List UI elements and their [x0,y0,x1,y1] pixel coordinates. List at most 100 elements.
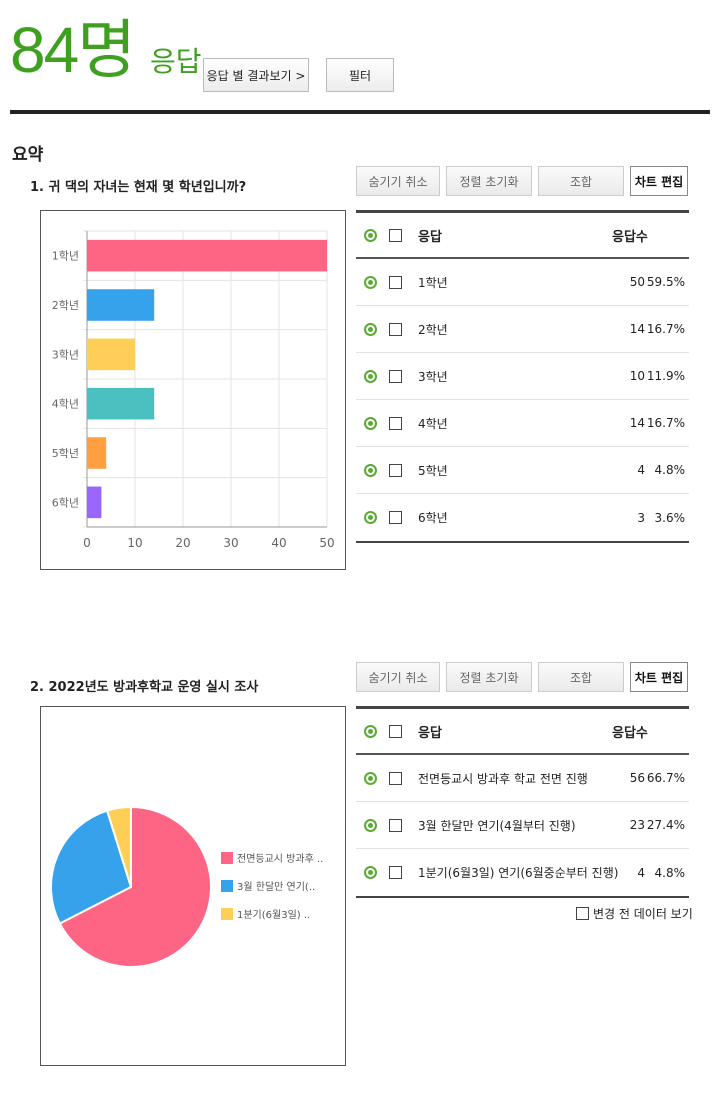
pie-slice [58,805,212,968]
row-checkbox[interactable] [389,771,402,785]
row-checkbox[interactable] [389,463,402,477]
bar [87,289,155,321]
response-count: 4 [637,865,645,880]
row-checkbox[interactable] [389,369,402,383]
q1-chart-frame: 1학년 2학년 3학년 4학년 5학년 6학년 0 10 20 30 40 50 [40,210,346,570]
y-tick-label: 6학년 [52,496,79,509]
q1-response-table: 응답 응답수 1학년 50 59.5% 2학년 14 16.7% 3학년 10 11.9% 4학년… [356,210,689,543]
response-label: 1학년 [418,275,448,290]
legend-swatch [221,908,233,920]
q1-combine-button[interactable]: 조합 [538,166,624,196]
show-before-change-label: 변경 전 데이터 보기 [593,907,693,921]
response-count: 50 [629,275,645,289]
response-count: 84명 [10,14,136,86]
response-percent: 3.6% [654,510,686,525]
legend-swatch [221,852,233,864]
eye-icon[interactable] [364,275,377,289]
row-checkbox[interactable] [389,416,402,430]
response-label: 6학년 [418,511,448,525]
eye-icon[interactable] [364,416,377,430]
results-by-response-button[interactable]: 응답 별 결과보기 > [203,58,309,92]
response-count: 14 [629,416,645,430]
q1-reset-sort-button[interactable]: 정렬 초기화 [446,166,532,196]
eye-icon[interactable] [364,463,377,477]
row-checkbox[interactable] [389,866,402,879]
q2-edit-chart-button[interactable]: 차트 편집 [630,662,688,692]
q1-bar-chart: 1학년 2학년 3학년 4학년 5학년 6학년 0 10 20 30 40 50 [52,230,335,550]
table-row: 5학년 4 4.8% [356,447,689,494]
table-row: 4학년 14 16.7% [356,400,689,447]
response-percent: 16.7% [646,322,685,336]
response-label: 4학년 [418,416,448,431]
row-checkbox[interactable] [389,511,402,524]
response-label: 3월 한달만 연기(4월부터 진행) [418,818,576,833]
bar [87,239,327,272]
table-row: 1분기(6월3일) 연기(6월중순부터 진행) 4 4.8% [356,849,689,896]
count-column-header: 응답수 [612,725,648,741]
select-all-checkbox[interactable] [389,228,402,242]
question-1-title: 1. 귀 댁의 자녀는 현재 몇 학년입니까? [30,180,247,195]
select-all-checkbox[interactable] [389,724,402,738]
legend-label: 3월 한달만 연기(.. [237,881,315,893]
y-tick-label: 4학년 [52,398,79,411]
eye-icon[interactable] [364,369,377,383]
response-label: 5학년 [418,463,448,478]
x-tick-label: 10 [127,536,142,550]
table-header-row: 응답 응답수 [356,213,689,259]
q2-reset-sort-button[interactable]: 정렬 초기화 [446,662,532,692]
response-percent: 4.8% [654,865,686,880]
response-percent: 59.5% [646,275,685,289]
show-before-change-checkbox[interactable] [576,907,589,920]
row-checkbox[interactable] [389,322,402,336]
eye-icon[interactable] [364,228,377,242]
eye-icon[interactable] [364,724,377,738]
bar [87,387,155,420]
response-percent: 66.7% [646,771,685,785]
q2-unhide-button[interactable]: 숨기기 취소 [356,662,440,692]
response-column-header: 응답 [418,229,442,245]
y-tick-label: 3학년 [52,348,79,361]
question-2-title: 2. 2022년도 방과후학교 운영 실시 조사 [30,680,259,695]
response-count: 14 [629,322,645,336]
eye-icon[interactable] [364,511,377,524]
summary-title: 요약 [12,145,44,165]
response-label: 3학년 [418,369,448,384]
table-row: 3월 한달만 연기(4월부터 진행) 23 27.4% [356,802,689,849]
q1-unhide-button[interactable]: 숨기기 취소 [356,166,440,196]
filter-button[interactable]: 필터 [326,58,394,92]
q2-chart-frame: 전면등교시 방과후 .. 3월 한달만 연기(.. 1분기(6월3일) .. [40,706,346,1066]
response-label: 전면등교시 방과후 학교 전면 진행 [418,771,588,786]
x-tick-label: 0 [83,536,91,550]
q1-edit-chart-button[interactable]: 차트 편집 [630,166,688,196]
eye-icon[interactable] [364,322,377,336]
response-count: 3 [637,510,645,525]
table-row: 2학년 14 16.7% [356,306,689,353]
response-percent: 4.8% [654,463,686,477]
response-percent: 11.9% [646,369,685,383]
y-tick-label: 1학년 [52,250,79,263]
q2-combine-button[interactable]: 조합 [538,662,624,692]
row-checkbox[interactable] [389,275,402,289]
x-tick-label: 20 [175,536,190,550]
table-header-row: 응답 응답수 [356,709,689,755]
q2-pie-chart: 전면등교시 방과후 .. 3월 한달만 연기(.. 1분기(6월3일) .. [50,805,323,968]
show-before-change-toggle[interactable]: 변경 전 데이터 보기 [576,905,693,922]
pie-slice [105,805,132,888]
pie-slice [50,809,133,925]
response-count: 4 [637,463,645,477]
x-tick-label: 30 [223,536,238,550]
count-column-header: 응답수 [612,229,648,245]
eye-icon[interactable] [364,818,377,832]
response-percent: 16.7% [646,416,685,430]
table-row: 전면등교시 방과후 학교 전면 진행 56 66.7% [356,755,689,802]
row-checkbox[interactable] [389,818,402,832]
response-label: 2학년 [418,322,448,337]
response-column-header: 응답 [418,725,442,741]
eye-icon[interactable] [364,771,377,785]
bar [87,338,135,371]
legend-swatch [221,880,233,892]
response-count: 10 [629,369,645,383]
bar [87,437,107,469]
response-count: 23 [629,818,645,832]
eye-icon[interactable] [364,866,377,879]
